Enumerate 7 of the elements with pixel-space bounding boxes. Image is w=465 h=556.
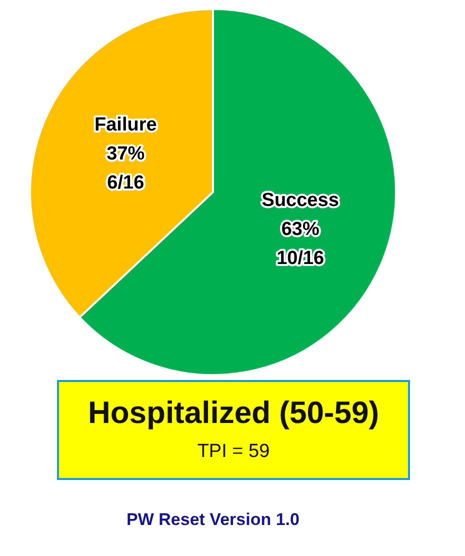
text: PW Reset Version 1.0 [126,510,300,530]
text: Hospitalized (50-59) [86,394,380,432]
data-label: 63% 10/16 [276,219,324,270]
data-label: 37% 6/16 [106,143,145,194]
text: TPI = 59 [196,440,271,464]
slice-label: Failure [94,114,157,136]
slice-label: Success [262,190,339,212]
